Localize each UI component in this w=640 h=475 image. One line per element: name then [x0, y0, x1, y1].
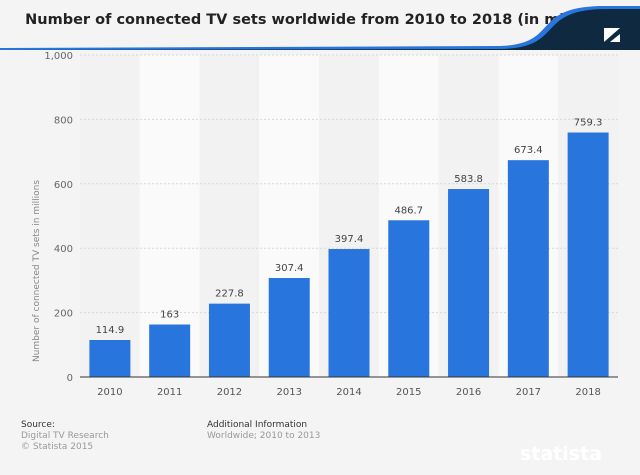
- y-tick-label: 0: [67, 373, 73, 384]
- x-tick-label: 2013: [276, 387, 301, 398]
- y-tick-label: 800: [54, 115, 73, 126]
- data-label: 227.8: [215, 289, 244, 300]
- bar-2014: [328, 249, 370, 377]
- info-block: Additional Information Worldwide; 2010 t…: [207, 420, 320, 442]
- bar-2012: [208, 303, 250, 377]
- y-axis-label: Number of connected TV sets in millions: [32, 180, 42, 362]
- bar-2011: [149, 324, 191, 377]
- y-tick-label: 1,000: [44, 51, 73, 62]
- y-tick-label: 400: [54, 244, 73, 255]
- source-text[interactable]: Digital TV Research: [21, 431, 109, 441]
- bar-2010: [89, 340, 131, 377]
- data-label: 163: [160, 310, 179, 321]
- source-block: Source: Digital TV Research © Statista 2…: [21, 420, 109, 453]
- bar-2013: [268, 278, 310, 377]
- info-text: Worldwide; 2010 to 2013: [207, 431, 321, 441]
- x-tick-label: 2012: [217, 387, 242, 398]
- data-label: 583.8: [454, 174, 483, 185]
- data-label: 486.7: [394, 205, 423, 216]
- bar-chart: 0 200 400 600 800 1,000 Number of connected TV…: [32, 51, 618, 398]
- data-label: 307.4: [275, 263, 304, 274]
- bar-2018: [567, 132, 609, 377]
- y-tick-label: 200: [54, 309, 73, 320]
- x-tick-label: 2018: [575, 387, 600, 398]
- category-band: [80, 55, 140, 377]
- statista-logo-text[interactable]: statista: [519, 443, 602, 465]
- data-label: 397.4: [335, 234, 364, 245]
- bar-2015: [388, 220, 430, 377]
- info-label[interactable]: Additional Information: [207, 420, 308, 430]
- chart-title: Number of connected TV sets worldwide fr…: [25, 12, 615, 28]
- data-label: 759.3: [574, 118, 603, 129]
- source-label: Source:: [21, 420, 55, 430]
- data-label: 114.9: [96, 325, 125, 336]
- x-tick-label: 2016: [456, 387, 481, 398]
- bar-2016: [448, 189, 490, 377]
- data-label: 673.4: [514, 145, 543, 156]
- x-tick-label: 2015: [396, 387, 421, 398]
- statista-logo-banner: [0, 6, 640, 50]
- x-tick-label: 2011: [157, 387, 182, 398]
- category-band: [139, 55, 200, 377]
- y-tick-label: 600: [54, 180, 73, 191]
- x-tick-label: 2010: [97, 387, 122, 398]
- bar-2017: [507, 160, 549, 377]
- x-tick-label: 2017: [516, 387, 541, 398]
- copyright-text: © Statista 2015: [21, 442, 94, 452]
- x-tick-label: 2014: [336, 387, 361, 398]
